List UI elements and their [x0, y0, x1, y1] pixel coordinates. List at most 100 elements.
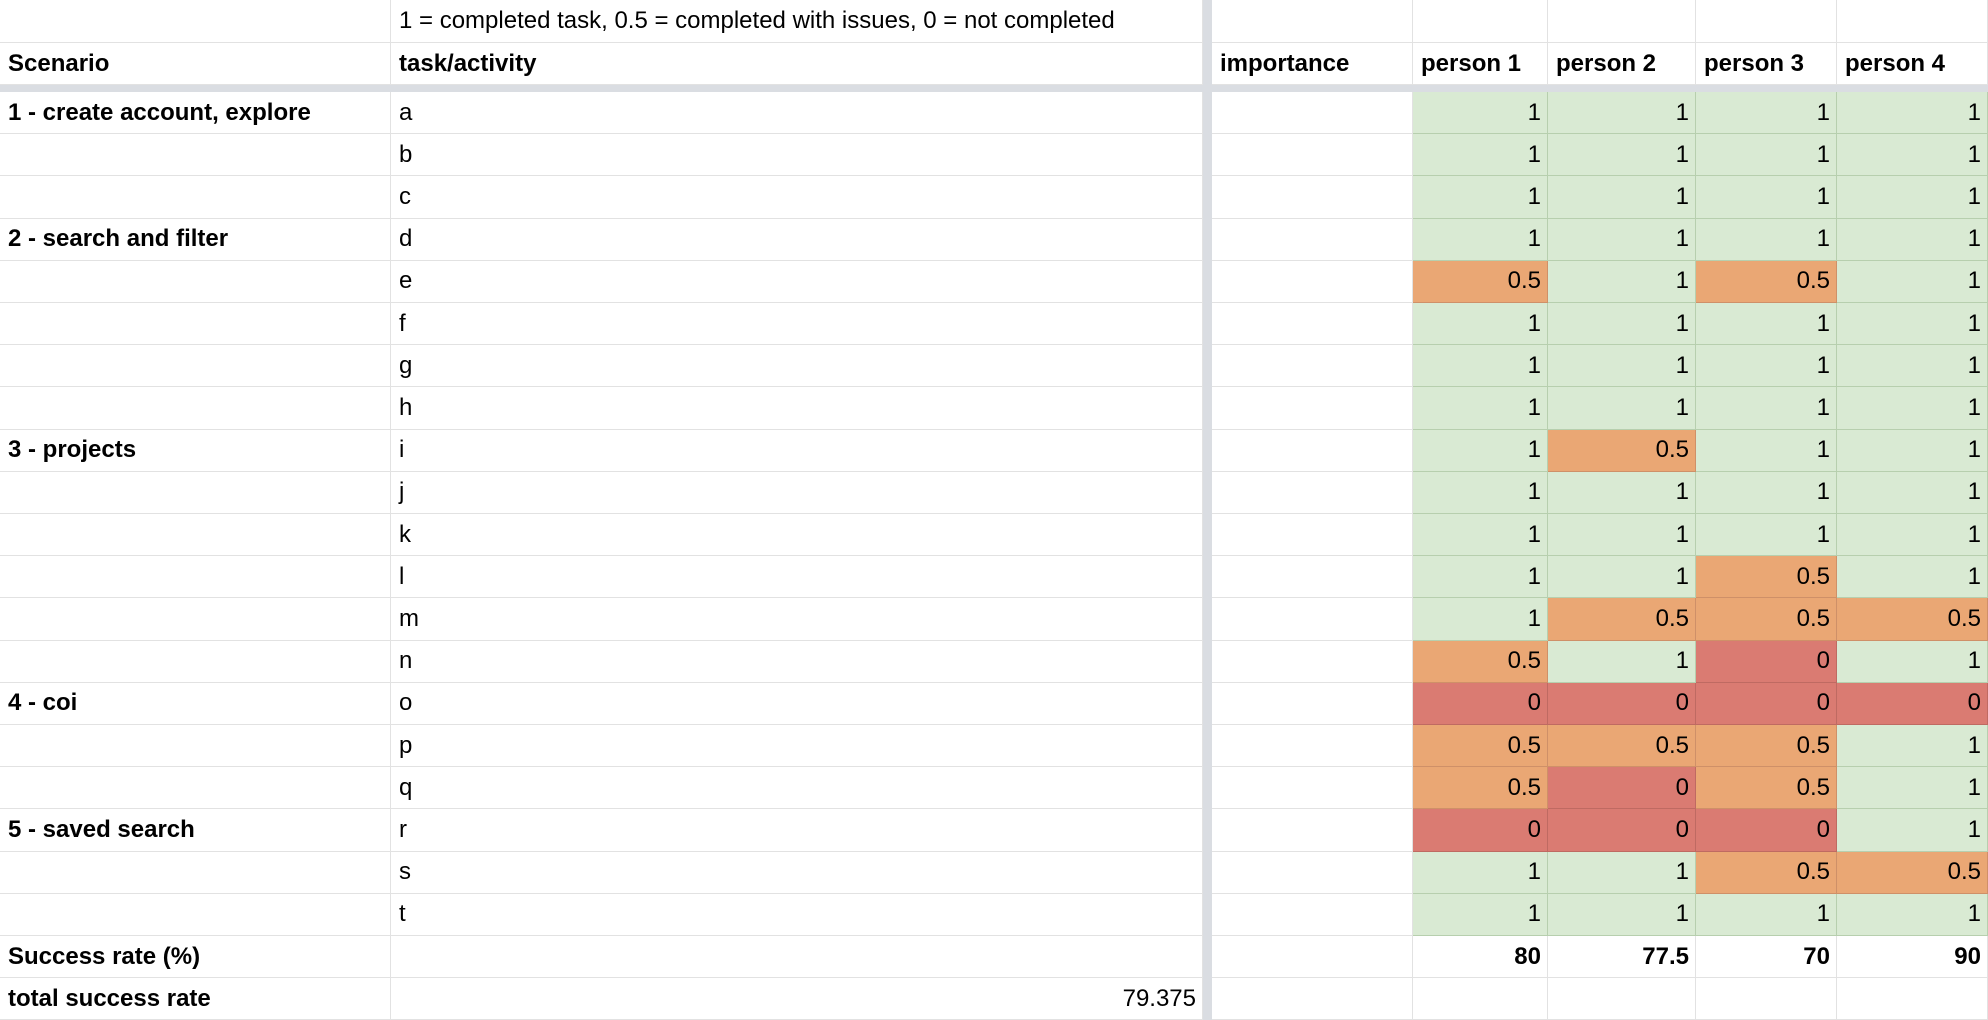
scenario-cell[interactable]: 2 - search and filter — [0, 218, 391, 261]
cell-c1[interactable] — [1212, 0, 1413, 43]
cell-d1[interactable] — [1413, 0, 1548, 43]
scenario-cell[interactable]: 1 - create account, explore — [0, 92, 391, 135]
scenario-cell[interactable] — [0, 176, 391, 219]
importance-cell[interactable] — [1212, 260, 1413, 303]
importance-cell[interactable] — [1212, 556, 1413, 599]
task-cell[interactable]: f — [391, 303, 1203, 346]
score-cell-person-2[interactable]: 0 — [1548, 809, 1696, 852]
cell-f1[interactable] — [1696, 0, 1837, 43]
scenario-cell[interactable] — [0, 767, 391, 810]
score-cell-person-3[interactable]: 1 — [1696, 92, 1837, 135]
scenario-cell[interactable] — [0, 514, 391, 557]
score-cell-person-2[interactable]: 0.5 — [1548, 598, 1696, 641]
importance-cell[interactable] — [1212, 598, 1413, 641]
score-cell-person-3[interactable]: 1 — [1696, 471, 1837, 514]
scenario-cell[interactable] — [0, 303, 391, 346]
score-cell-person-4[interactable]: 1 — [1837, 345, 1988, 388]
score-cell-person-3[interactable]: 0.5 — [1696, 598, 1837, 641]
score-cell-person-1[interactable]: 1 — [1413, 387, 1548, 430]
score-cell-person-3[interactable]: 1 — [1696, 218, 1837, 261]
task-cell[interactable]: l — [391, 556, 1203, 599]
score-cell-person-4[interactable]: 1 — [1837, 725, 1988, 768]
score-cell-person-3[interactable]: 1 — [1696, 429, 1837, 472]
importance-cell[interactable] — [1212, 134, 1413, 177]
score-cell-person-4[interactable]: 1 — [1837, 218, 1988, 261]
score-cell-person-2[interactable]: 1 — [1548, 387, 1696, 430]
score-cell-person-1[interactable]: 1 — [1413, 218, 1548, 261]
scenario-cell[interactable] — [0, 345, 391, 388]
scenario-cell[interactable]: 3 - projects — [0, 429, 391, 472]
header-person-3[interactable]: person 3 — [1696, 43, 1837, 85]
cell-e1[interactable] — [1548, 0, 1696, 43]
score-cell-person-4[interactable]: 1 — [1837, 809, 1988, 852]
score-cell-person-3[interactable]: 1 — [1696, 134, 1837, 177]
success-rate-person-2[interactable]: 77.5 — [1548, 936, 1696, 978]
score-cell-person-4[interactable]: 1 — [1837, 260, 1988, 303]
importance-cell[interactable] — [1212, 429, 1413, 472]
header-scenario[interactable]: Scenario — [0, 43, 391, 85]
scenario-cell[interactable]: 4 - coi — [0, 682, 391, 725]
score-cell-person-2[interactable]: 1 — [1548, 303, 1696, 346]
importance-cell[interactable] — [1212, 809, 1413, 852]
task-cell[interactable]: p — [391, 725, 1203, 768]
score-cell-person-1[interactable]: 1 — [1413, 851, 1548, 894]
frozen-rows-divider[interactable] — [0, 85, 1988, 92]
total-success-label[interactable]: total success rate — [0, 978, 391, 1020]
score-cell-person-2[interactable]: 1 — [1548, 556, 1696, 599]
score-cell-person-3[interactable]: 0 — [1696, 640, 1837, 683]
score-cell-person-1[interactable]: 0 — [1413, 809, 1548, 852]
score-cell-person-4[interactable]: 1 — [1837, 429, 1988, 472]
importance-cell[interactable] — [1212, 767, 1413, 810]
scenario-cell[interactable] — [0, 260, 391, 303]
score-cell-person-2[interactable]: 1 — [1548, 471, 1696, 514]
importance-cell[interactable] — [1212, 851, 1413, 894]
total-success-person-1[interactable] — [1413, 978, 1548, 1020]
score-cell-person-2[interactable]: 1 — [1548, 134, 1696, 177]
task-cell[interactable]: j — [391, 471, 1203, 514]
score-cell-person-4[interactable]: 1 — [1837, 176, 1988, 219]
score-cell-person-1[interactable]: 1 — [1413, 429, 1548, 472]
task-cell[interactable]: q — [391, 767, 1203, 810]
importance-cell[interactable] — [1212, 893, 1413, 936]
score-cell-person-4[interactable]: 0 — [1837, 682, 1988, 725]
task-cell[interactable]: a — [391, 92, 1203, 135]
scenario-cell[interactable] — [0, 851, 391, 894]
score-cell-person-4[interactable]: 1 — [1837, 471, 1988, 514]
score-cell-person-1[interactable]: 0.5 — [1413, 640, 1548, 683]
score-cell-person-4[interactable]: 1 — [1837, 92, 1988, 135]
score-cell-person-4[interactable]: 1 — [1837, 893, 1988, 936]
score-cell-person-1[interactable]: 1 — [1413, 134, 1548, 177]
header-person-2[interactable]: person 2 — [1548, 43, 1696, 85]
score-cell-person-1[interactable]: 1 — [1413, 556, 1548, 599]
task-cell[interactable]: h — [391, 387, 1203, 430]
score-cell-person-2[interactable]: 1 — [1548, 640, 1696, 683]
importance-cell[interactable] — [1212, 640, 1413, 683]
score-cell-person-3[interactable]: 1 — [1696, 514, 1837, 557]
importance-cell[interactable] — [1212, 218, 1413, 261]
scenario-cell[interactable] — [0, 556, 391, 599]
task-cell[interactable]: e — [391, 260, 1203, 303]
importance-cell[interactable] — [1212, 514, 1413, 557]
task-cell[interactable]: r — [391, 809, 1203, 852]
importance-cell[interactable] — [1212, 345, 1413, 388]
task-cell[interactable]: k — [391, 514, 1203, 557]
task-cell[interactable]: i — [391, 429, 1203, 472]
score-cell-person-3[interactable]: 1 — [1696, 176, 1837, 219]
score-cell-person-4[interactable]: 1 — [1837, 387, 1988, 430]
score-cell-person-2[interactable]: 0.5 — [1548, 429, 1696, 472]
score-cell-person-2[interactable]: 1 — [1548, 260, 1696, 303]
importance-cell[interactable] — [1212, 176, 1413, 219]
cell-a1[interactable] — [0, 0, 391, 43]
task-cell[interactable]: d — [391, 218, 1203, 261]
score-cell-person-3[interactable]: 0.5 — [1696, 260, 1837, 303]
score-cell-person-3[interactable]: 1 — [1696, 893, 1837, 936]
score-cell-person-1[interactable]: 1 — [1413, 176, 1548, 219]
total-success-person-3[interactable] — [1696, 978, 1837, 1020]
task-cell[interactable]: c — [391, 176, 1203, 219]
score-cell-person-1[interactable]: 1 — [1413, 471, 1548, 514]
importance-cell[interactable] — [1212, 471, 1413, 514]
legend-cell[interactable]: 1 = completed task, 0.5 = completed with… — [391, 0, 1203, 43]
score-cell-person-4[interactable]: 1 — [1837, 134, 1988, 177]
importance-cell[interactable] — [1212, 92, 1413, 135]
task-cell[interactable]: m — [391, 598, 1203, 641]
